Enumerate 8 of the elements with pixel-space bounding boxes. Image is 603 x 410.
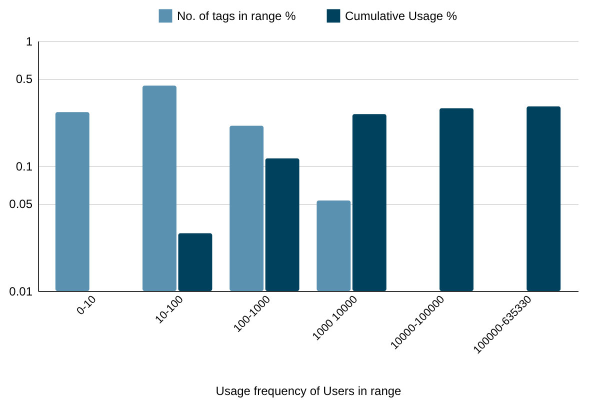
legend-label: Cumulative Usage % <box>345 8 458 23</box>
y-tick-label: 0.01 <box>9 284 33 298</box>
y-tick-label: 0.5 <box>16 72 33 86</box>
x-axis-title: Usage frequency of Users in range <box>216 384 402 398</box>
y-tick-label: 0.05 <box>9 197 33 212</box>
y-tick-label: 1 <box>26 34 33 48</box>
y-tick-label: 0.1 <box>16 160 33 174</box>
legend-label: No. of tags in range % <box>177 8 296 23</box>
